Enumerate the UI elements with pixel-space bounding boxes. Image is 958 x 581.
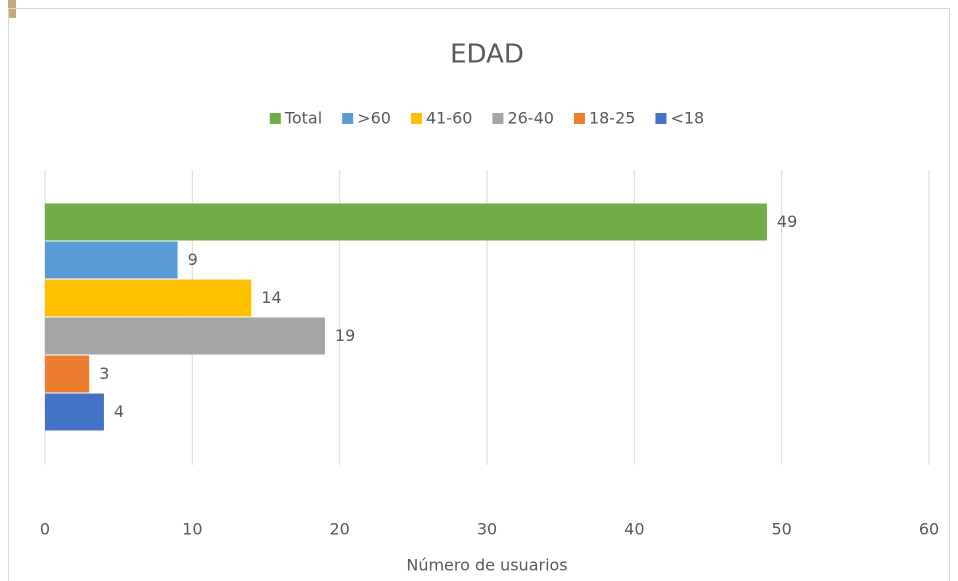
legend-swatch (410, 113, 422, 124)
x-tick-label: 30 (477, 520, 497, 539)
legend-label: >60 (357, 109, 391, 128)
legend-swatch (655, 113, 667, 124)
data-label: 19 (335, 326, 355, 345)
chart-border (8, 8, 950, 581)
x-tick-label: 20 (329, 520, 349, 539)
x-tick-label: 40 (624, 520, 644, 539)
legend-label: <18 (670, 109, 704, 128)
x-tick-label: 60 (919, 520, 939, 539)
bar (45, 203, 767, 241)
x-tick-label: 0 (40, 520, 50, 539)
legend-swatch (492, 113, 504, 124)
bar (45, 393, 104, 431)
data-label: 9 (188, 250, 198, 269)
legend-label: 26-40 (507, 109, 554, 128)
legend-swatch (573, 113, 585, 124)
legend-label: Total (284, 109, 322, 128)
x-tick-label: 50 (771, 520, 791, 539)
chart-title: EDAD (450, 40, 524, 70)
legend-swatch (342, 113, 354, 124)
bar (45, 279, 252, 317)
data-label: 4 (114, 402, 124, 421)
legend-label: 41-60 (426, 109, 473, 128)
data-label: 14 (261, 288, 281, 307)
x-tick-label: 10 (182, 520, 202, 539)
data-label: 49 (777, 212, 797, 231)
bar (45, 355, 90, 393)
legend-swatch (269, 113, 281, 124)
legend-label: 18-25 (589, 109, 636, 128)
bar (45, 241, 178, 279)
data-label: 3 (99, 364, 109, 383)
x-axis-label: Número de usuarios (406, 556, 567, 575)
bar (45, 317, 325, 355)
